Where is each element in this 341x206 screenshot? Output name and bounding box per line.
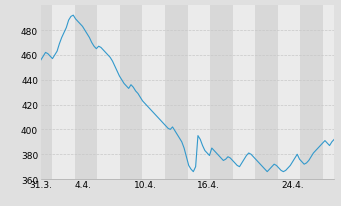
Bar <box>52 6 75 179</box>
Bar <box>120 6 143 179</box>
Bar <box>300 6 323 179</box>
Bar <box>41 6 52 179</box>
Bar <box>210 6 233 179</box>
Bar <box>323 6 334 179</box>
Bar <box>143 6 165 179</box>
Bar <box>255 6 278 179</box>
Bar <box>97 6 120 179</box>
Bar <box>278 6 300 179</box>
Bar <box>188 6 210 179</box>
Bar <box>165 6 188 179</box>
Bar <box>75 6 97 179</box>
Bar <box>233 6 255 179</box>
